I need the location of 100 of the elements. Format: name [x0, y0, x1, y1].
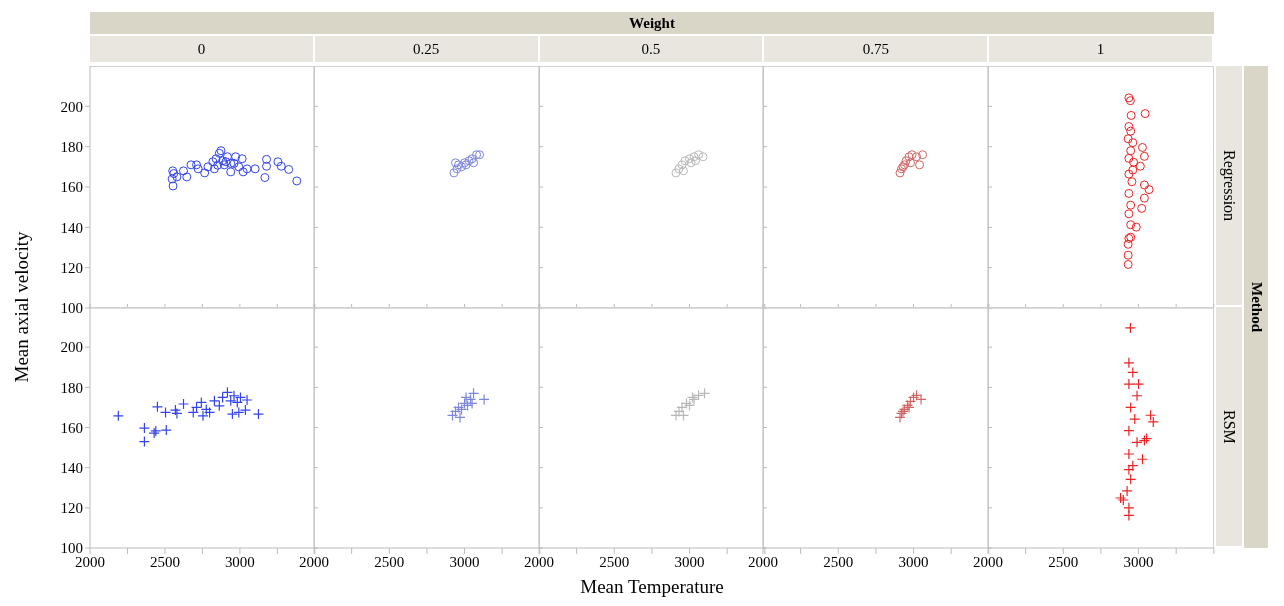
point — [698, 152, 708, 162]
point — [193, 164, 203, 174]
point — [1126, 220, 1136, 230]
point — [1129, 413, 1141, 425]
point — [276, 161, 286, 171]
x-tick-label: 3000 — [898, 553, 929, 570]
point — [468, 158, 478, 168]
y-tick-label: 100 — [60, 300, 83, 317]
point — [1126, 126, 1136, 136]
strip-header: 0 — [90, 36, 313, 62]
point — [1124, 153, 1134, 163]
x-tick-label: 2000 — [298, 553, 329, 570]
point — [231, 152, 241, 162]
point — [1131, 222, 1141, 232]
point — [1126, 146, 1136, 156]
point — [678, 166, 688, 176]
strip-header: 1 — [989, 36, 1212, 62]
strip-header: Method — [1244, 66, 1268, 548]
point — [167, 174, 177, 184]
y-tick-label: 200 — [60, 339, 83, 356]
x-tick-label: 2000 — [748, 553, 779, 570]
point — [192, 160, 202, 170]
point — [693, 150, 703, 160]
point — [1125, 401, 1137, 414]
point — [452, 164, 462, 174]
point — [292, 176, 302, 186]
y-tick-label: 120 — [60, 259, 83, 276]
point — [242, 164, 252, 174]
point — [1124, 169, 1134, 179]
point — [1127, 460, 1139, 472]
point — [1123, 464, 1135, 476]
point — [677, 160, 687, 170]
point — [906, 158, 916, 168]
point — [1140, 180, 1150, 190]
point — [172, 172, 182, 182]
y-tick-label: 180 — [60, 138, 83, 155]
point — [168, 181, 178, 191]
point — [446, 409, 458, 422]
y-tick-label: 180 — [60, 379, 83, 396]
point — [1128, 165, 1138, 175]
point — [203, 162, 213, 172]
x-tick-label: 2500 — [1048, 553, 1079, 570]
point — [692, 389, 704, 401]
y2-axis-title: Regression — [1219, 149, 1238, 222]
y-tick-label: 120 — [60, 500, 83, 517]
point — [177, 398, 190, 410]
point — [169, 404, 182, 416]
strip-header: 0.25 — [314, 36, 538, 62]
point — [478, 393, 490, 405]
point — [1131, 436, 1143, 448]
point — [671, 168, 681, 178]
point — [160, 424, 172, 436]
y2-axis-title: RSM — [1220, 409, 1238, 444]
point — [1124, 188, 1134, 198]
y-tick-label: 200 — [60, 98, 83, 115]
point — [186, 160, 196, 170]
point — [179, 166, 189, 176]
point — [1140, 109, 1150, 119]
point — [690, 156, 700, 166]
point — [1127, 177, 1137, 187]
point — [1123, 357, 1135, 369]
point — [284, 164, 294, 174]
y-tick-label: 140 — [60, 459, 83, 476]
point — [1124, 209, 1134, 219]
y-tick-label: 160 — [60, 419, 83, 436]
point — [686, 158, 696, 168]
point — [1140, 151, 1150, 161]
y-tick-label: 160 — [60, 179, 83, 196]
point — [138, 422, 150, 434]
strip-header: Regression — [1216, 66, 1242, 305]
point — [260, 173, 270, 183]
x-tick-label: 2500 — [149, 553, 180, 570]
point — [1123, 134, 1133, 144]
point — [233, 406, 245, 419]
point — [1123, 259, 1133, 269]
point — [217, 391, 229, 403]
point — [1127, 366, 1139, 379]
point — [262, 161, 272, 171]
strip-header: 0.5 — [539, 36, 763, 62]
point — [918, 150, 928, 160]
x-tick-label: 2000 — [973, 553, 1004, 570]
point — [674, 164, 684, 174]
point — [449, 168, 459, 178]
point — [200, 168, 210, 178]
point — [1126, 200, 1136, 210]
point — [112, 410, 124, 422]
point — [915, 160, 925, 170]
point — [905, 395, 917, 407]
point — [1121, 485, 1133, 497]
point — [689, 152, 699, 162]
point — [197, 410, 209, 422]
point — [234, 162, 244, 172]
point — [262, 154, 272, 164]
point — [1124, 122, 1134, 131]
x-tick-label: 2500 — [598, 553, 629, 570]
point — [238, 167, 248, 177]
point — [901, 156, 911, 166]
point — [1126, 110, 1136, 120]
x-tick-label: 3000 — [449, 553, 480, 570]
point — [1136, 161, 1146, 171]
